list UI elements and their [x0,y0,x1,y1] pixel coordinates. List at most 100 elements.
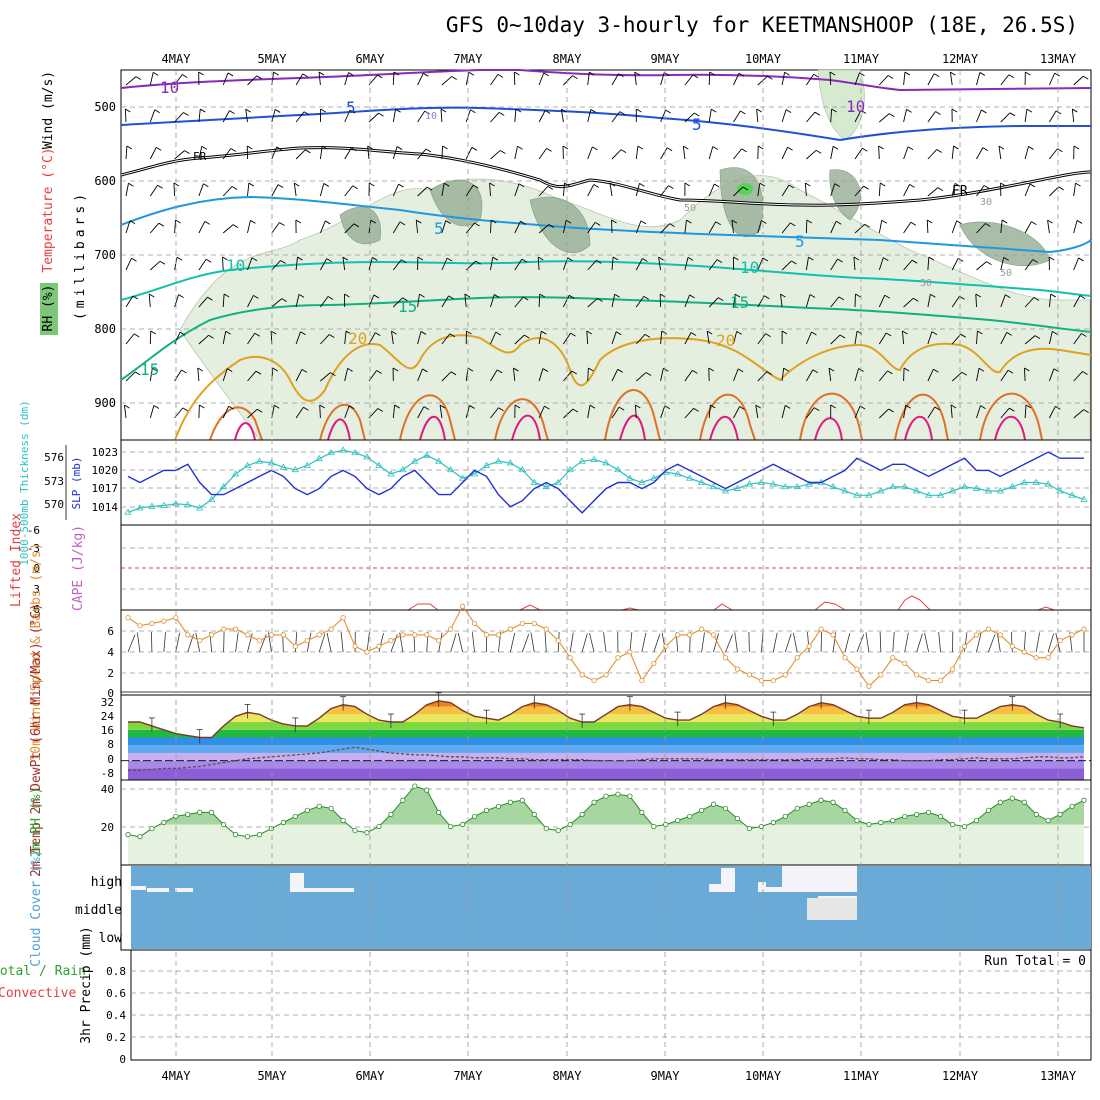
wind-barb-flag [1026,108,1033,113]
wind-barb [514,109,517,123]
wind-barb [441,76,453,86]
wind-barb-flag [1076,220,1083,224]
wind-barb-flag [1029,183,1036,188]
wind-barb-flag [521,258,528,263]
rh-point [627,793,633,799]
wind-barb-flag [618,406,625,411]
wind-barb [805,331,812,345]
rh-point [591,799,597,805]
wind-barb [1048,72,1056,86]
wind-barb-flag [1025,71,1031,76]
wind-barb [149,109,156,123]
wind-barb [587,222,596,234]
wind-barb [344,405,350,419]
wind-panel-frame [120,609,1092,696]
wind-barb [319,146,323,160]
contour-label: 20 [349,369,351,371]
wind10-barb [471,632,475,653]
wind-barb-flag [473,184,479,189]
wind-barb-flag [393,71,400,76]
wind-barb [611,111,621,123]
wind-barb [781,222,791,234]
wind-barb-flag [207,296,213,301]
wind-barb [587,260,597,271]
wind-barb [781,184,790,197]
wind-barb-flag [780,293,786,298]
wind-barb-flag [395,108,401,113]
wind-speed-point [364,649,370,655]
wind10-barb [366,632,370,653]
wind-barb [125,258,132,271]
wind-barb [903,72,906,86]
wind-barb-flag [396,146,403,150]
wind-barb-flag [492,256,498,261]
wind-barb-flag [937,187,944,192]
wind-barb-flag [325,220,331,225]
wind-barb [271,146,278,160]
thickness-point [470,470,479,477]
wind-barb [708,297,719,308]
precip-tick: 0.8 [106,965,126,978]
wind-barb [1073,333,1082,345]
rh-point [448,823,454,830]
wind-barb-flag [617,368,623,373]
wind-barb-flag [742,186,749,191]
wind-barb [295,111,305,123]
temp-band [128,760,1084,769]
wind-barb-flag [468,71,475,76]
wind-barb-flag [712,146,719,150]
contour-label: 5 [434,219,444,238]
wind10-barb [844,633,851,653]
wind-barb [198,109,201,123]
wind-barb [854,185,864,197]
wind-barb [587,184,595,197]
rh-point [937,813,944,820]
wind-tick: 0 [107,687,114,700]
wind-barb [490,74,499,86]
wind-barb-flag [368,182,375,187]
wind-barb [1024,221,1032,234]
wind-barb-flag [561,108,567,113]
wind-barb-flag [668,185,674,190]
wind-barb-flag [642,258,648,262]
cloud-level-middle: middle [75,903,122,918]
wind-barb-flag [887,75,894,79]
wind-barb [415,220,419,234]
wind-barb-flag [692,369,698,374]
wind-barb [854,223,865,234]
wind10-barb [1047,633,1055,653]
date-label: 10MAY [745,52,782,66]
thickness-point [614,465,622,473]
wind-barb-flag [470,109,476,114]
wind-barb [247,220,251,234]
wind-barb [660,331,663,345]
wind-barb [562,183,565,197]
rh-point [567,821,573,828]
wind-barb [125,371,136,382]
rh-point [483,807,490,813]
thickness-point [1008,482,1017,490]
thickness-point [936,491,945,498]
wind-barb-flag [906,108,912,113]
wind-barb [660,147,668,160]
wind-barb-flag [294,182,300,187]
wind-barb [951,371,963,382]
contour-label: 10 [425,111,437,122]
wind-barb [757,220,762,234]
wind-barb [587,405,591,419]
date-label: 7MAY [454,52,484,66]
wind-barb [853,257,856,271]
li-tick: -3 [27,542,40,555]
wind10-barb [450,633,457,653]
wind-barb-flag [277,184,284,189]
wind-barb [951,295,960,308]
wind-barb-flag [248,182,255,187]
wind-barb-flag [879,182,886,187]
wind-speed-point [352,643,358,649]
wind-barb [537,257,540,271]
wind-barb [660,185,669,197]
wind10-barb [175,632,181,653]
wind-barb [417,186,428,197]
wind-barb [123,405,127,419]
temp-tick: 8 [107,738,114,751]
